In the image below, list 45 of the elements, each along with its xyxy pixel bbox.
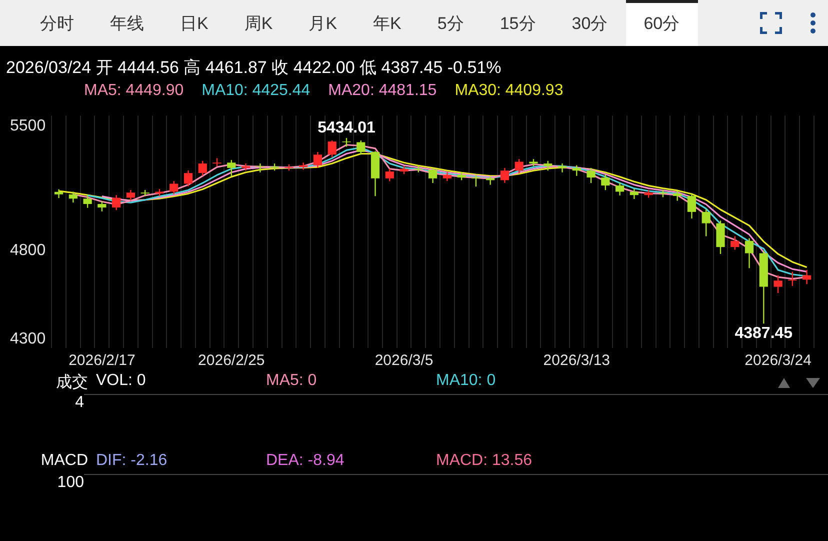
chart-title: 2026/03/24 开 4444.56 高 4461.87 收 4422.00 低 4387.45 -0.51% <box>6 57 502 79</box>
candlestick <box>788 271 797 287</box>
text: MA20: 4481.15 <box>328 82 437 99</box>
x-tick-label: 2026/3/5 <box>374 352 434 370</box>
annotation: 4387.45 <box>734 325 793 342</box>
text: 周K <box>243 13 274 35</box>
text: 分时 <box>39 13 75 35</box>
text: 年线 <box>109 13 145 35</box>
legend-label: MACD: 13.56 <box>436 452 534 470</box>
text: 15分 <box>498 13 537 35</box>
candlestick <box>83 195 92 208</box>
text: 60分 <box>626 0 698 46</box>
text: 月K <box>308 13 338 35</box>
text: 5分 <box>436 13 465 35</box>
text: 年K <box>372 13 402 35</box>
candlestick <box>227 159 236 177</box>
y-tick-label: 4800 <box>10 242 46 259</box>
candlestick <box>241 162 250 172</box>
text: MA30: 4409.93 <box>454 82 564 99</box>
candlestick <box>98 200 106 212</box>
legend-label: MA10: 0 <box>436 372 497 390</box>
x-tick-label: 2026/2/17 <box>68 352 136 370</box>
x-tick-label: 2026/3/24 <box>744 352 812 370</box>
x-tick-label: 2026/2/25 <box>198 352 265 370</box>
x-tick-label: 2026/3/13 <box>543 352 610 370</box>
text: 成交 <box>56 372 88 393</box>
annotation: 5434.01 <box>318 119 376 136</box>
candlestick <box>774 274 782 294</box>
candlestick <box>716 220 725 255</box>
text: MA10: 4425.44 <box>202 82 310 99</box>
text: 100 <box>57 474 84 492</box>
legend-label: MA5: 0 <box>266 372 318 390</box>
text: MACD <box>40 452 88 470</box>
text: 4 <box>75 394 84 412</box>
candlestick <box>586 167 596 184</box>
legend-label: DIF: -2.16 <box>96 452 168 470</box>
text: 日K <box>179 13 210 35</box>
text: MA5: 4449.90 <box>84 82 184 99</box>
legend-label: DEA: -8.94 <box>266 452 346 470</box>
candlestick <box>472 174 480 188</box>
y-tick-label: 5500 <box>10 118 46 135</box>
text: 30分 <box>570 13 609 35</box>
y-tick-label: 4300 <box>10 330 46 348</box>
candlestick <box>558 162 567 173</box>
legend-label: VOL: 0 <box>96 372 147 390</box>
